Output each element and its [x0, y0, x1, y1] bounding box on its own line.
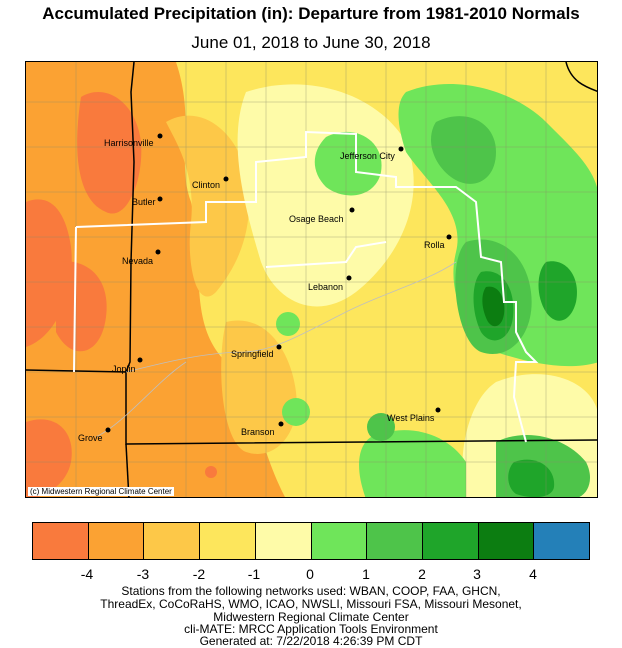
- precipitation-map: Harrisonville Jefferson City Clinton But…: [25, 61, 598, 498]
- map-contours: [26, 62, 597, 497]
- city-label: Lebanon: [308, 282, 344, 292]
- color-legend: [32, 522, 590, 560]
- stations-note: Stations from the following networks use…: [121, 584, 501, 598]
- legend-tick: -2: [192, 566, 206, 582]
- city-label: West Plains: [387, 413, 435, 423]
- source-credit: Midwestern Regional Climate Center: [213, 610, 409, 624]
- legend-tick: -4: [80, 566, 94, 582]
- city-label: Jefferson City: [340, 151, 395, 161]
- legend-tick: 4: [529, 566, 537, 582]
- legend-swatch: [311, 523, 368, 559]
- map-credit: (c) Midwestern Regional Climate Center: [28, 487, 174, 496]
- stations-note-cont: ThreadEx, CoCoRaHS, WMO, ICAO, NWSLI, Mi…: [100, 597, 522, 611]
- legend-swatch: [367, 523, 423, 559]
- generated-timestamp: Generated at: 7/22/2018 4:26:39 PM CDT: [199, 634, 423, 648]
- city-label: Butler: [132, 197, 156, 207]
- legend-tick: 3: [473, 566, 481, 582]
- legend-tick: 1: [362, 566, 370, 582]
- legend-swatch: [478, 523, 535, 559]
- legend-tick: -1: [247, 566, 261, 582]
- city-label: Nevada: [122, 256, 154, 266]
- city-label: Rolla: [424, 240, 445, 250]
- city-label: Harrisonville: [104, 138, 154, 148]
- legend-tick: 2: [418, 566, 426, 582]
- legend-swatch: [255, 523, 312, 559]
- legend-tick: -3: [136, 566, 150, 582]
- city-label: Osage Beach: [289, 214, 344, 224]
- city-label: Clinton: [192, 180, 221, 190]
- city-label: Joplin: [112, 364, 136, 374]
- date-range-subtitle: June 01, 2018 to June 30, 2018: [191, 33, 431, 52]
- city-label: Springfield: [231, 349, 274, 359]
- legend-swatch: [200, 523, 256, 559]
- legend-swatch: [144, 523, 201, 559]
- city-label: Branson: [241, 427, 275, 437]
- legend-swatch: [422, 523, 479, 559]
- city-label: Grove: [78, 433, 103, 443]
- legend-swatch: [33, 523, 89, 559]
- legend-swatch: [88, 523, 145, 559]
- legend-tick: 0: [306, 566, 314, 582]
- legend-swatch: [534, 523, 590, 559]
- chart-title: Accumulated Precipitation (in): Departur…: [42, 4, 580, 23]
- tool-credit: cli-MATE: MRCC Application Tools Environ…: [184, 622, 438, 636]
